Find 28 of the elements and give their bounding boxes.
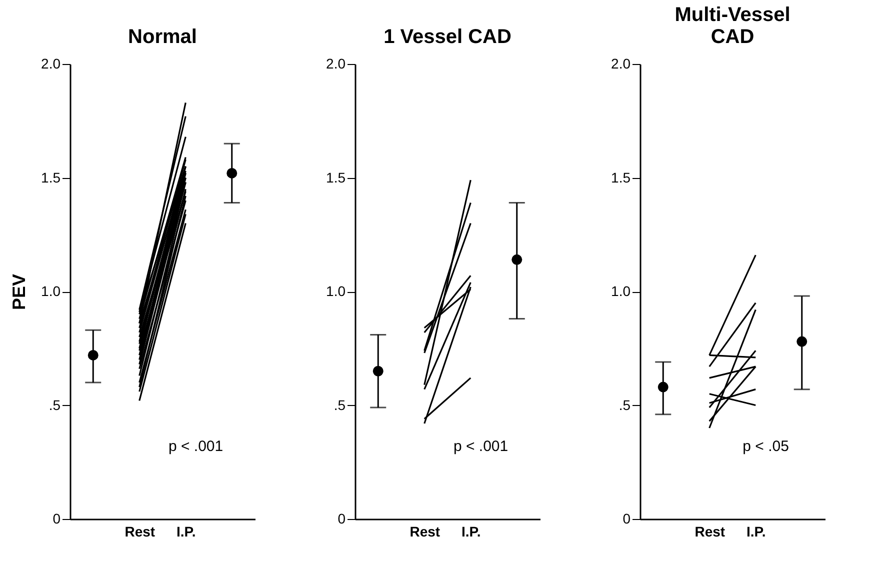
y-tick-label: .5 — [334, 396, 346, 413]
y-tick-label: 0 — [338, 510, 346, 526]
x-tick-label: Rest — [410, 524, 440, 540]
chart-title: Multi-Vessel CAD — [674, 4, 790, 48]
y-tick-label: 2.0 — [611, 56, 631, 72]
chart-title: Normal — [128, 26, 197, 48]
y-tick-label: 1.5 — [41, 169, 61, 186]
y-tick-label: 1.5 — [326, 169, 346, 186]
y-tick-label: 0 — [52, 510, 61, 526]
x-tick-label: Rest — [124, 524, 156, 540]
y-tick-label: 1.0 — [326, 283, 346, 299]
y-tick-label: 2.0 — [326, 56, 346, 72]
annotation: p < .001 — [168, 438, 224, 456]
annotation: p < .001 — [453, 438, 508, 456]
x-tick-label: I.P. — [462, 524, 481, 540]
y-axis-title: PEV — [9, 274, 30, 310]
y-tick-label: 1.5 — [611, 169, 631, 186]
y-tick-label: 2.0 — [41, 56, 61, 72]
x-tick-label: I.P. — [176, 524, 196, 540]
chart-title: 1 Vessel CAD — [384, 26, 512, 48]
y-tick-label: .5 — [48, 396, 61, 413]
y-tick-label: .5 — [618, 396, 631, 413]
y-tick-label: 0 — [622, 510, 631, 526]
annotation: p < .05 — [742, 438, 789, 456]
x-tick-label: I.P. — [746, 524, 766, 540]
y-tick-label: 1.0 — [611, 283, 631, 299]
x-tick-label: Rest — [694, 524, 726, 540]
y-tick-label: 1.0 — [41, 283, 61, 299]
